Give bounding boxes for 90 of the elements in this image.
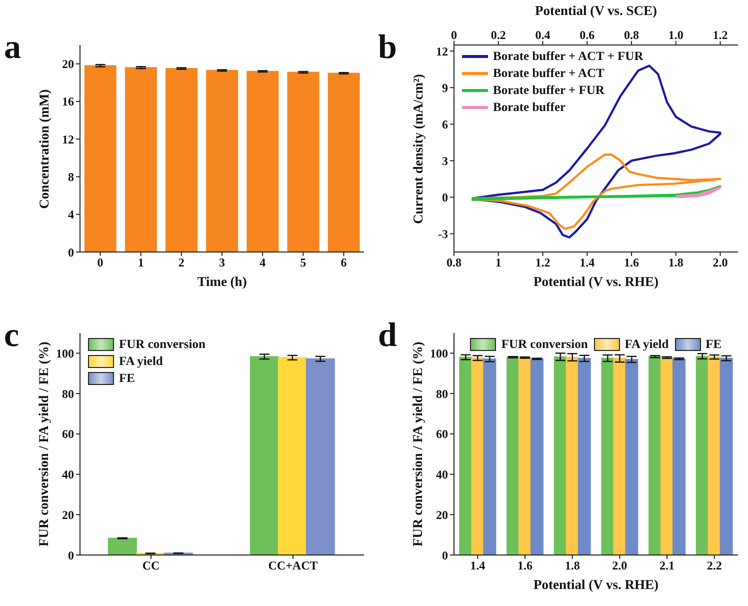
x-tick-label: 0 <box>97 256 104 270</box>
x-tick-label: 6 <box>340 256 347 270</box>
legend-label: Borate buffer + FUR <box>493 83 604 98</box>
bar <box>246 70 279 252</box>
x-tick-label: 1.6 <box>624 256 639 270</box>
y-tick-label: 40 <box>436 468 448 482</box>
chart-title: c <box>4 317 20 354</box>
x-tick-label: 2.2 <box>706 558 722 573</box>
bar <box>206 70 238 252</box>
bar <box>124 67 157 252</box>
x2-tick-label: 0.6 <box>580 28 595 42</box>
y-tick-label: 40 <box>62 468 74 482</box>
line-series <box>470 153 722 230</box>
x2-tick-label: 0 <box>451 28 457 42</box>
y-tick-label: 12 <box>62 132 74 146</box>
y-axis-title: FUR conversion / FA yield / FE (%) <box>410 340 426 548</box>
y-tick-label: 8 <box>68 170 74 184</box>
bar <box>278 357 307 555</box>
y-tick-label: 0 <box>68 548 74 562</box>
x-tick-label: CC+ACT <box>268 558 318 573</box>
chart-title: a <box>4 29 21 66</box>
y-axis-title: FUR conversion / FA yield / FE (%) <box>36 340 52 548</box>
x-tick-label: 4 <box>260 256 266 270</box>
y-tick-label: 4 <box>68 208 74 222</box>
bar <box>328 72 360 252</box>
x2-tick-label: 1.0 <box>668 28 684 42</box>
line-series <box>470 64 722 238</box>
x-tick-label: 1.4 <box>470 558 486 573</box>
x2-tick-label: 1.2 <box>712 28 728 42</box>
bar <box>250 356 279 555</box>
y-tick-label: 100 <box>56 346 74 360</box>
legend-label: FA yield <box>624 337 669 352</box>
y-tick-label: -3 <box>438 226 448 241</box>
legend-label: FE <box>119 371 135 386</box>
bar <box>108 538 137 555</box>
x-tick-label: 3 <box>219 256 225 270</box>
x-tick-label: 2.0 <box>612 558 628 573</box>
y-tick-label: 20 <box>62 57 74 72</box>
x2-tick-label: 0.4 <box>535 28 550 42</box>
chart-title: b <box>378 29 397 66</box>
x-tick-label: 1.2 <box>535 256 550 270</box>
x2-tick-label: 0.2 <box>490 28 506 42</box>
x-tick-label: 2.1 <box>660 558 674 573</box>
y-tick-label: 16 <box>62 94 74 109</box>
y-tick-label: 60 <box>436 427 448 442</box>
y-axis-title: Concentration (mM) <box>36 88 52 210</box>
x-tick-label: 1 <box>138 256 144 270</box>
bar <box>306 358 335 555</box>
y-tick-label: 6 <box>442 117 448 132</box>
y-tick-label: 100 <box>430 346 448 360</box>
x-tick-label: 1 <box>495 256 502 270</box>
legend-label: Borate buffer + ACT <box>493 66 604 81</box>
legend-label: FUR conversion <box>501 337 588 352</box>
y-tick-label: 0 <box>68 245 74 260</box>
x2-axis-title: Potential (V vs. SCE) <box>534 3 658 19</box>
legend-label: FUR conversion <box>119 337 206 352</box>
x-tick-label: 5 <box>300 256 306 270</box>
legend-label: FE <box>706 337 722 352</box>
x-tick-label: 1.8 <box>564 558 580 573</box>
y-tick-label: 20 <box>436 508 448 522</box>
y-tick-label: 20 <box>62 508 74 522</box>
y-tick-label: 0 <box>442 190 448 204</box>
y-tick-label: 60 <box>62 427 74 442</box>
y-tick-label: 9 <box>442 80 448 95</box>
legend-label: FA yield <box>119 354 163 369</box>
x-tick-label: 1.6 <box>518 558 532 573</box>
chart-title: d <box>378 317 397 354</box>
x-tick-label: 2.0 <box>712 256 728 270</box>
y-tick-label: 3 <box>442 154 448 168</box>
x-axis-title: Potential (V vs. RHE) <box>532 577 660 593</box>
y-tick-label: 12 <box>436 44 448 58</box>
x-tick-label: CC <box>142 558 160 573</box>
x-tick-label: 0.8 <box>446 256 462 270</box>
x-axis-title: Potential (V vs. RHE) <box>532 274 660 290</box>
legend-label: Borate buffer <box>493 100 566 115</box>
y-axis-title: Current density (mA/cm²) <box>410 72 426 226</box>
y-tick-label: 80 <box>62 386 74 401</box>
bar <box>84 65 116 252</box>
x-tick-label: 1.4 <box>580 256 595 270</box>
line-series <box>470 185 722 201</box>
bar <box>287 72 320 252</box>
x2-tick-label: 0.8 <box>624 28 639 42</box>
y-tick-label: 0 <box>442 548 448 562</box>
legend-label: Borate buffer + ACT + FUR <box>493 49 644 64</box>
x-tick-label: 2 <box>178 256 184 270</box>
x-axis-title: Time (h) <box>196 274 248 290</box>
bar <box>166 68 198 252</box>
y-tick-label: 80 <box>436 386 448 401</box>
line-series <box>674 186 722 198</box>
x-tick-label: 1.8 <box>668 256 684 270</box>
